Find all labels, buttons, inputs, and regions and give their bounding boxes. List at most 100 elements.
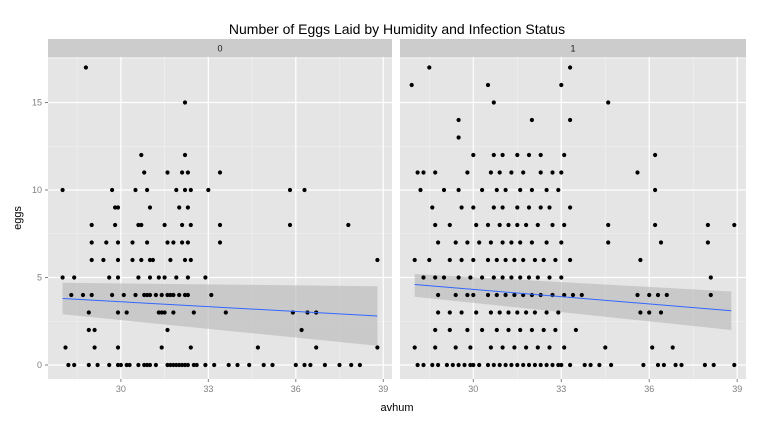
data-point bbox=[115, 240, 121, 245]
data-point bbox=[524, 345, 529, 350]
data-point bbox=[270, 362, 275, 368]
data-point bbox=[188, 257, 193, 263]
data-point bbox=[168, 257, 173, 263]
data-point bbox=[653, 222, 658, 228]
data-point bbox=[147, 362, 153, 368]
data-point bbox=[532, 310, 538, 315]
data-point bbox=[133, 187, 138, 193]
data-point bbox=[532, 362, 538, 368]
data-point bbox=[506, 222, 511, 228]
data-point bbox=[491, 152, 496, 158]
data-point bbox=[226, 362, 231, 368]
data-point bbox=[415, 170, 420, 175]
data-point bbox=[349, 362, 354, 368]
data-point bbox=[606, 222, 611, 228]
chart-title: Number of Eggs Laid by Humidity and Infe… bbox=[229, 21, 565, 37]
y-tick-label: 15 bbox=[32, 98, 42, 108]
data-point bbox=[115, 205, 121, 210]
data-point bbox=[485, 292, 491, 298]
data-point bbox=[217, 222, 223, 228]
data-point bbox=[497, 310, 502, 315]
data-point bbox=[471, 362, 476, 368]
data-point bbox=[133, 292, 138, 298]
data-point bbox=[485, 82, 491, 88]
data-point bbox=[491, 100, 496, 105]
data-point bbox=[506, 310, 511, 315]
data-point bbox=[708, 292, 713, 298]
data-point bbox=[107, 275, 112, 280]
data-point bbox=[436, 292, 441, 298]
data-point bbox=[532, 257, 538, 263]
data-point bbox=[153, 292, 158, 298]
data-point bbox=[538, 170, 543, 175]
data-point bbox=[503, 187, 508, 193]
data-point bbox=[203, 275, 208, 280]
data-point bbox=[436, 310, 441, 315]
data-point bbox=[447, 327, 452, 333]
data-point bbox=[471, 205, 476, 210]
data-point bbox=[430, 362, 435, 368]
data-point bbox=[433, 345, 438, 350]
data-point bbox=[647, 310, 652, 315]
data-point bbox=[212, 362, 217, 368]
facet-strip-label: 0 bbox=[217, 44, 222, 54]
data-point bbox=[433, 327, 438, 333]
data-point bbox=[559, 362, 564, 368]
data-point bbox=[524, 222, 529, 228]
data-point bbox=[638, 257, 643, 263]
data-point bbox=[491, 275, 496, 280]
data-point bbox=[468, 362, 473, 368]
data-point bbox=[337, 362, 342, 368]
data-point bbox=[436, 362, 441, 368]
data-point bbox=[500, 152, 505, 158]
data-point bbox=[658, 240, 664, 245]
data-point bbox=[705, 222, 711, 228]
data-point bbox=[63, 345, 68, 350]
data-point bbox=[185, 292, 190, 298]
data-point bbox=[550, 222, 555, 228]
data-point bbox=[515, 205, 520, 210]
data-point bbox=[471, 292, 476, 298]
data-point bbox=[139, 222, 144, 228]
data-point bbox=[427, 257, 432, 263]
data-point bbox=[80, 292, 86, 298]
data-point bbox=[579, 292, 584, 298]
data-point bbox=[512, 345, 517, 350]
data-point bbox=[556, 187, 561, 193]
data-point bbox=[544, 310, 549, 315]
data-point bbox=[480, 327, 485, 333]
data-point bbox=[570, 292, 576, 298]
data-point bbox=[66, 362, 71, 368]
x-tick-label: 30 bbox=[468, 384, 478, 394]
data-point bbox=[568, 205, 573, 210]
data-point bbox=[115, 275, 121, 280]
data-point bbox=[121, 292, 126, 298]
data-point bbox=[524, 310, 529, 315]
data-point bbox=[474, 310, 479, 315]
data-point bbox=[456, 275, 461, 280]
data-point bbox=[488, 345, 493, 350]
data-point bbox=[506, 327, 511, 333]
data-point bbox=[529, 240, 535, 245]
data-point bbox=[174, 275, 179, 280]
data-point bbox=[115, 257, 121, 263]
data-point bbox=[500, 240, 505, 245]
data-point bbox=[732, 222, 737, 228]
data-point bbox=[526, 362, 532, 368]
data-point bbox=[491, 205, 496, 210]
data-point bbox=[375, 257, 380, 263]
data-point bbox=[86, 327, 91, 333]
data-point bbox=[568, 65, 573, 70]
data-point bbox=[503, 257, 508, 263]
data-point bbox=[453, 240, 458, 245]
data-point bbox=[653, 152, 658, 158]
data-point bbox=[346, 222, 351, 228]
data-point bbox=[421, 275, 426, 280]
data-point bbox=[568, 362, 573, 368]
data-point bbox=[433, 222, 438, 228]
data-point bbox=[418, 187, 423, 193]
data-point bbox=[182, 187, 188, 193]
data-point bbox=[465, 292, 470, 298]
data-point bbox=[287, 187, 293, 193]
